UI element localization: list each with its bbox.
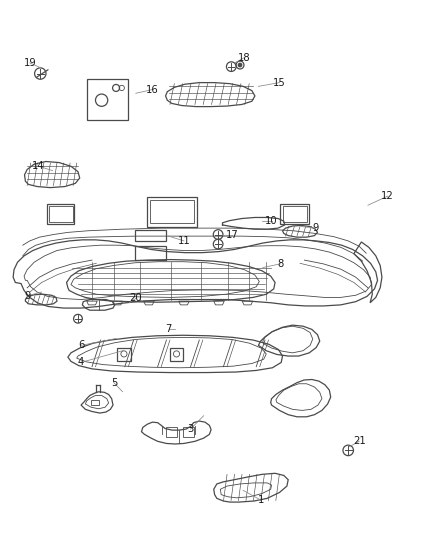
Text: 7: 7 — [166, 325, 172, 334]
Text: 19: 19 — [23, 58, 36, 68]
Text: 8: 8 — [277, 259, 283, 269]
Text: 21: 21 — [353, 437, 366, 446]
Text: 16: 16 — [146, 85, 159, 94]
Text: 5: 5 — [111, 378, 117, 387]
Bar — [283, 206, 307, 222]
Text: 18: 18 — [238, 53, 251, 62]
Text: 9: 9 — [312, 223, 318, 233]
Circle shape — [238, 63, 242, 67]
Text: 15: 15 — [273, 78, 286, 87]
Text: 3: 3 — [187, 424, 194, 434]
Text: 9: 9 — [24, 291, 30, 301]
Bar — [150, 200, 194, 223]
Bar — [147, 197, 197, 227]
Bar — [170, 348, 183, 361]
Bar — [280, 204, 309, 224]
Text: 6: 6 — [78, 341, 84, 350]
Bar — [117, 348, 131, 361]
Text: 11: 11 — [177, 236, 191, 246]
Text: 12: 12 — [381, 191, 394, 201]
Bar — [135, 246, 166, 260]
Text: 4: 4 — [78, 358, 84, 367]
Text: 17: 17 — [226, 230, 239, 239]
Bar — [49, 206, 73, 222]
Bar — [87, 79, 128, 120]
Bar — [47, 204, 74, 224]
Text: 10: 10 — [265, 216, 278, 226]
Text: 20: 20 — [130, 294, 142, 303]
Bar — [91, 400, 99, 405]
Bar — [135, 230, 166, 241]
Text: 1: 1 — [258, 495, 264, 505]
Bar — [166, 427, 177, 437]
Text: 14: 14 — [32, 161, 45, 171]
Bar — [183, 427, 194, 437]
